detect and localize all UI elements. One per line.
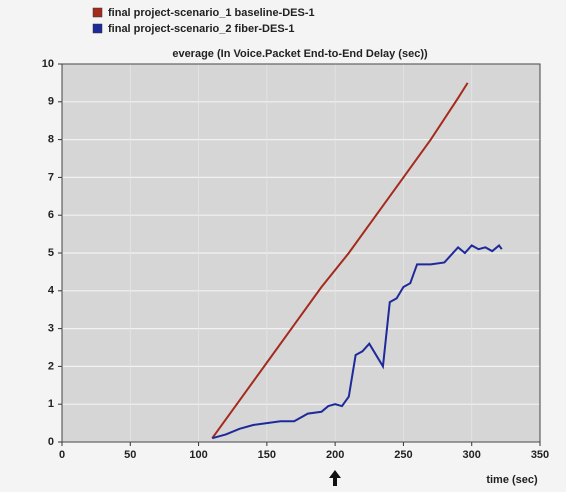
y-tick-label: 1: [48, 398, 54, 410]
y-tick-label: 2: [48, 360, 54, 372]
legend-swatch: [92, 7, 103, 18]
x-tick-label: 0: [59, 449, 65, 461]
y-tick-label: 7: [48, 171, 54, 183]
y-tick-label: 4: [48, 285, 55, 297]
x-tick-label: 100: [189, 449, 207, 461]
y-tick-label: 5: [48, 247, 54, 259]
y-tick-label: 0: [48, 436, 54, 448]
x-tick-label: 50: [124, 449, 136, 461]
x-tick-label: 200: [326, 449, 344, 461]
legend-label: final project-scenario_2 fiber-DES-1: [108, 23, 294, 35]
x-tick-label: 250: [394, 449, 412, 461]
y-tick-label: 10: [42, 58, 54, 70]
plot-border: [61, 63, 541, 443]
x-axis-label: time (sec): [486, 474, 538, 486]
cursor-arrow: [329, 470, 341, 486]
x-tick-label: 300: [463, 449, 481, 461]
x-tick-label: 350: [531, 449, 549, 461]
legend-label: final project-scenario_1 baseline-DES-1: [108, 7, 315, 19]
series-line: [211, 82, 469, 439]
y-tick-label: 6: [48, 209, 54, 221]
y-tick-label: 8: [48, 134, 54, 146]
legend-swatch: [92, 23, 103, 34]
chart-title: everage (In Voice.Packet End-to-End Dela…: [172, 48, 428, 60]
y-tick-label: 3: [48, 323, 54, 335]
y-tick-label: 9: [48, 96, 54, 108]
series-line: [211, 243, 503, 440]
x-tick-label: 150: [258, 449, 276, 461]
